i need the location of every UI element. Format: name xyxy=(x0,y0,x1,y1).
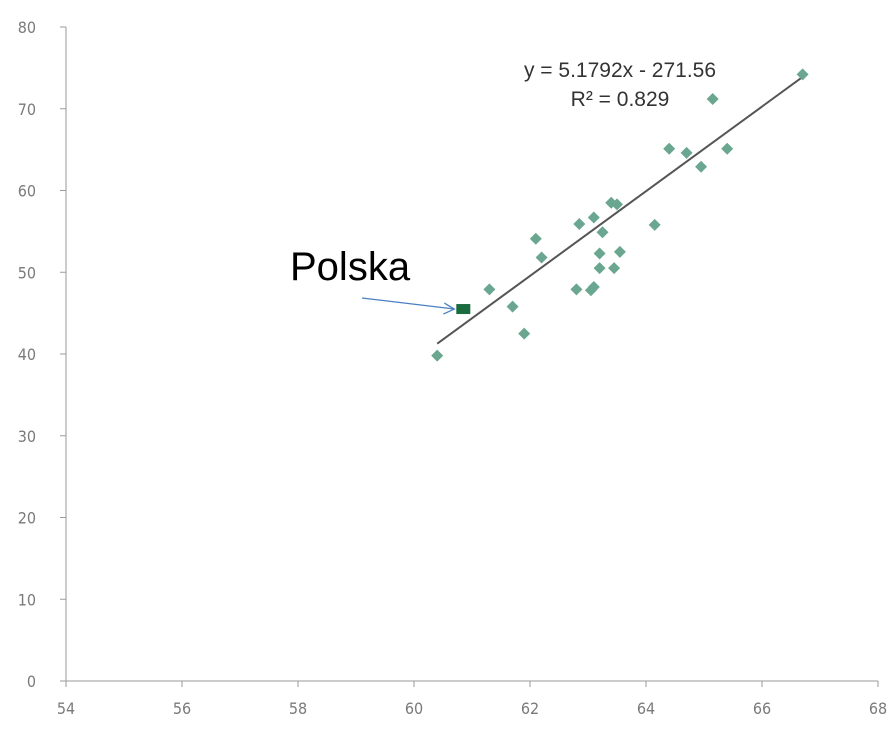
x-tick-label: 60 xyxy=(405,699,423,718)
y-tick-label: 0 xyxy=(27,672,36,691)
data-point xyxy=(518,327,531,340)
data-point xyxy=(721,142,734,155)
y-tick-label: 80 xyxy=(18,18,36,37)
data-point xyxy=(596,226,609,239)
data-point xyxy=(695,160,708,173)
data-point xyxy=(573,218,586,231)
axes xyxy=(60,26,879,687)
tick-labels: 0 10 20 30 40 50 60 70 80 54 56 58 60 62 64 66 68 xyxy=(18,18,887,718)
data-point xyxy=(431,349,444,362)
trendline-equation: y = 5.1792x - 271.56 xyxy=(524,59,716,82)
data-point xyxy=(593,262,606,275)
highlight-point-group xyxy=(361,297,471,315)
data-point xyxy=(483,283,496,296)
polska-point xyxy=(456,304,471,315)
data-point xyxy=(611,198,623,211)
data-point xyxy=(587,211,600,224)
data-point xyxy=(613,245,626,258)
x-tick-label: 68 xyxy=(869,699,887,718)
x-tick-label: 58 xyxy=(289,699,307,718)
polska-arrow-head xyxy=(443,302,456,315)
data-point xyxy=(663,142,676,155)
data-point xyxy=(570,283,583,296)
data-point xyxy=(680,146,693,159)
data-point xyxy=(706,92,719,105)
y-tick-label: 60 xyxy=(18,182,36,201)
y-tick-label: 70 xyxy=(18,100,36,119)
data-point xyxy=(796,68,809,81)
y-tick-label: 10 xyxy=(18,590,36,609)
r-squared-label: R² = 0.829 xyxy=(571,88,670,111)
y-tick-label: 20 xyxy=(18,509,36,528)
data-point xyxy=(587,280,600,293)
polska-arrow-line xyxy=(361,297,455,310)
x-tick-label: 62 xyxy=(521,699,539,718)
x-tick-label: 66 xyxy=(753,699,771,718)
data-point xyxy=(535,251,548,264)
data-points xyxy=(431,68,809,362)
data-point xyxy=(608,262,621,275)
x-tick-label: 54 xyxy=(57,699,75,718)
y-tick-label: 40 xyxy=(18,345,36,364)
data-point xyxy=(593,247,606,260)
x-tick-label: 64 xyxy=(637,699,655,718)
polska-label: Polska xyxy=(290,245,411,289)
data-point xyxy=(648,218,661,231)
data-point xyxy=(529,232,542,245)
trendline xyxy=(436,76,804,345)
x-tick-label: 56 xyxy=(173,699,191,718)
data-point xyxy=(506,300,519,313)
y-tick-label: 50 xyxy=(18,263,36,282)
y-tick-label: 30 xyxy=(18,427,36,446)
